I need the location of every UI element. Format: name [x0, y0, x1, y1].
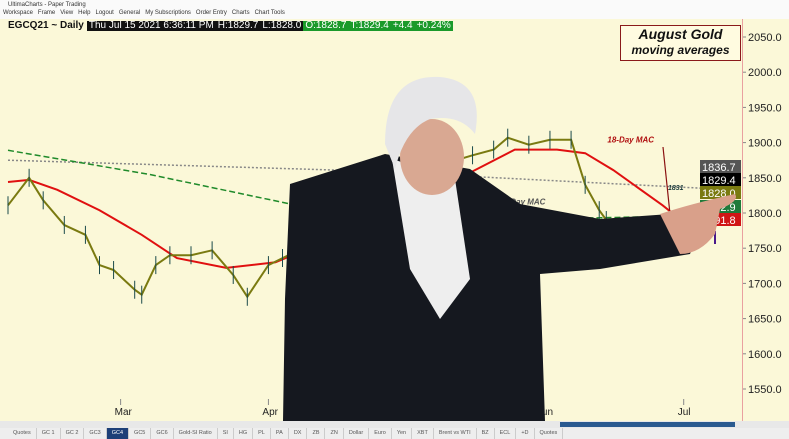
y-tick-label: 1650.0: [748, 314, 782, 326]
tab-bz[interactable]: BZ: [477, 428, 495, 439]
tab-quotes[interactable]: Quotes: [535, 428, 564, 439]
menu-item[interactable]: General: [118, 10, 141, 16]
x-tick-label: Jul: [678, 407, 691, 418]
menu-item[interactable]: Order Entry: [195, 10, 227, 16]
menu-item[interactable]: Logout: [95, 10, 114, 16]
menu-item[interactable]: Workspace: [3, 10, 33, 16]
chart-annotation: 18-Day MAC: [607, 136, 654, 145]
presenter-suit: [283, 154, 700, 421]
note-subtitle: moving averages: [631, 43, 730, 57]
tab-xbt[interactable]: XBT: [412, 428, 434, 439]
scrollbar-thumb[interactable]: [560, 422, 735, 427]
tab-si[interactable]: SI: [218, 428, 234, 439]
chart-header: EGCQ21 ~ Daily Thu Jul 15 2021 6:36:11 P…: [8, 21, 453, 31]
presenter-hair: [385, 76, 477, 169]
tab-gc-1[interactable]: GC 1: [37, 428, 61, 439]
tab-pa[interactable]: PA: [271, 428, 289, 439]
high-label: H:1829.7: [215, 20, 261, 31]
tab-gc6[interactable]: GC6: [151, 428, 174, 439]
change-label: +4.4: [390, 20, 415, 31]
pct-change-label: +0.24%: [414, 20, 453, 31]
tab-dollar[interactable]: Dollar: [344, 428, 370, 439]
price-label-bg: [700, 160, 741, 173]
tab-euro[interactable]: Euro: [369, 428, 392, 439]
tab-gc-2[interactable]: GC 2: [61, 428, 85, 439]
last-label: T:1829.4: [348, 20, 391, 31]
price-label: 1829.4: [702, 175, 736, 187]
tab-gc4[interactable]: GC4: [106, 428, 130, 439]
y-tick-label: 1550.0: [748, 384, 782, 396]
menu-item[interactable]: View: [60, 10, 74, 16]
y-tick-label: 1750.0: [748, 243, 782, 255]
chart-area[interactable]: 2050.0 2000.0 1950.0 1900.0 1850.0 1800.0 1750…: [0, 19, 789, 421]
x-tick-label: Mar: [115, 407, 133, 418]
y-tick-label: 1800.0: [748, 208, 782, 220]
chart-scrollbar[interactable]: [0, 421, 789, 428]
tab-gc5[interactable]: GC5: [129, 428, 152, 439]
price-label: 1836.7: [702, 162, 736, 174]
tab-quotes[interactable]: Quotes: [8, 428, 37, 439]
presenter-shirt: [392, 159, 470, 319]
menu-item[interactable]: Charts: [231, 10, 250, 16]
menu-bar: Workspace Frame View Help Logout General My Su…: [0, 10, 789, 19]
symbol-tabs: Quotes GC 1 GC 2 GC3 GC4 GC5 GC6 Gold-SI Ratio S…: [0, 428, 789, 439]
menu-item[interactable]: Chart Tools: [254, 10, 285, 16]
chart-note-box: August Gold moving averages: [620, 25, 741, 61]
low-label: L:1828.0: [260, 20, 304, 31]
presenter-hand: [660, 194, 736, 254]
datetime-label: Thu Jul 15 2021 6:36:11 PM: [86, 20, 216, 31]
chart-annotation: 100 Day MAC: [495, 198, 546, 207]
window-title: UltimaCharts - Paper Trading: [0, 0, 789, 10]
y-tick-label: 1950.0: [748, 102, 782, 114]
price-label-bg: [700, 173, 741, 186]
menu-item[interactable]: Frame: [37, 10, 56, 16]
tab-pl[interactable]: PL: [253, 428, 271, 439]
y-tick-label: 1850.0: [748, 173, 782, 185]
tab-dx[interactable]: DX: [289, 428, 308, 439]
y-tick-label: 1700.0: [748, 278, 782, 290]
menu-item[interactable]: My Subscriptions: [145, 10, 191, 16]
tab-gc3[interactable]: GC3: [84, 428, 107, 439]
y-tick-label: 2000.0: [748, 67, 782, 79]
note-title: August Gold: [638, 26, 723, 42]
tab-yen[interactable]: Yen: [392, 428, 413, 439]
y-tick-label: 1900.0: [748, 138, 782, 150]
menu-item[interactable]: Help: [78, 10, 91, 16]
tab-gold-si-ratio[interactable]: Gold-SI Ratio: [174, 428, 218, 439]
tab-zn[interactable]: ZN: [325, 428, 344, 439]
annotation-arrow: [662, 146, 671, 215]
open-label: O:1828.7: [303, 20, 349, 31]
symbol-label: EGCQ21 ~ Daily: [8, 20, 84, 31]
y-tick-label: 2050.0: [748, 32, 782, 44]
tab-brent-vs-wti[interactable]: Brent vs WTI: [434, 428, 477, 439]
x-tick-label: Jun: [537, 407, 553, 418]
presenter-face: [400, 119, 464, 195]
y-tick-label: 1600.0: [748, 349, 782, 361]
chart-annotation: 1831: [668, 185, 684, 192]
tab-ecl[interactable]: ECL: [495, 428, 517, 439]
tab--d[interactable]: +D: [516, 428, 535, 439]
price-axis-line: [742, 19, 743, 421]
tab-zb[interactable]: ZB: [307, 428, 326, 439]
presenter: [283, 76, 736, 421]
x-tick-label: Apr: [262, 407, 278, 418]
tab-hg[interactable]: HG: [234, 428, 254, 439]
